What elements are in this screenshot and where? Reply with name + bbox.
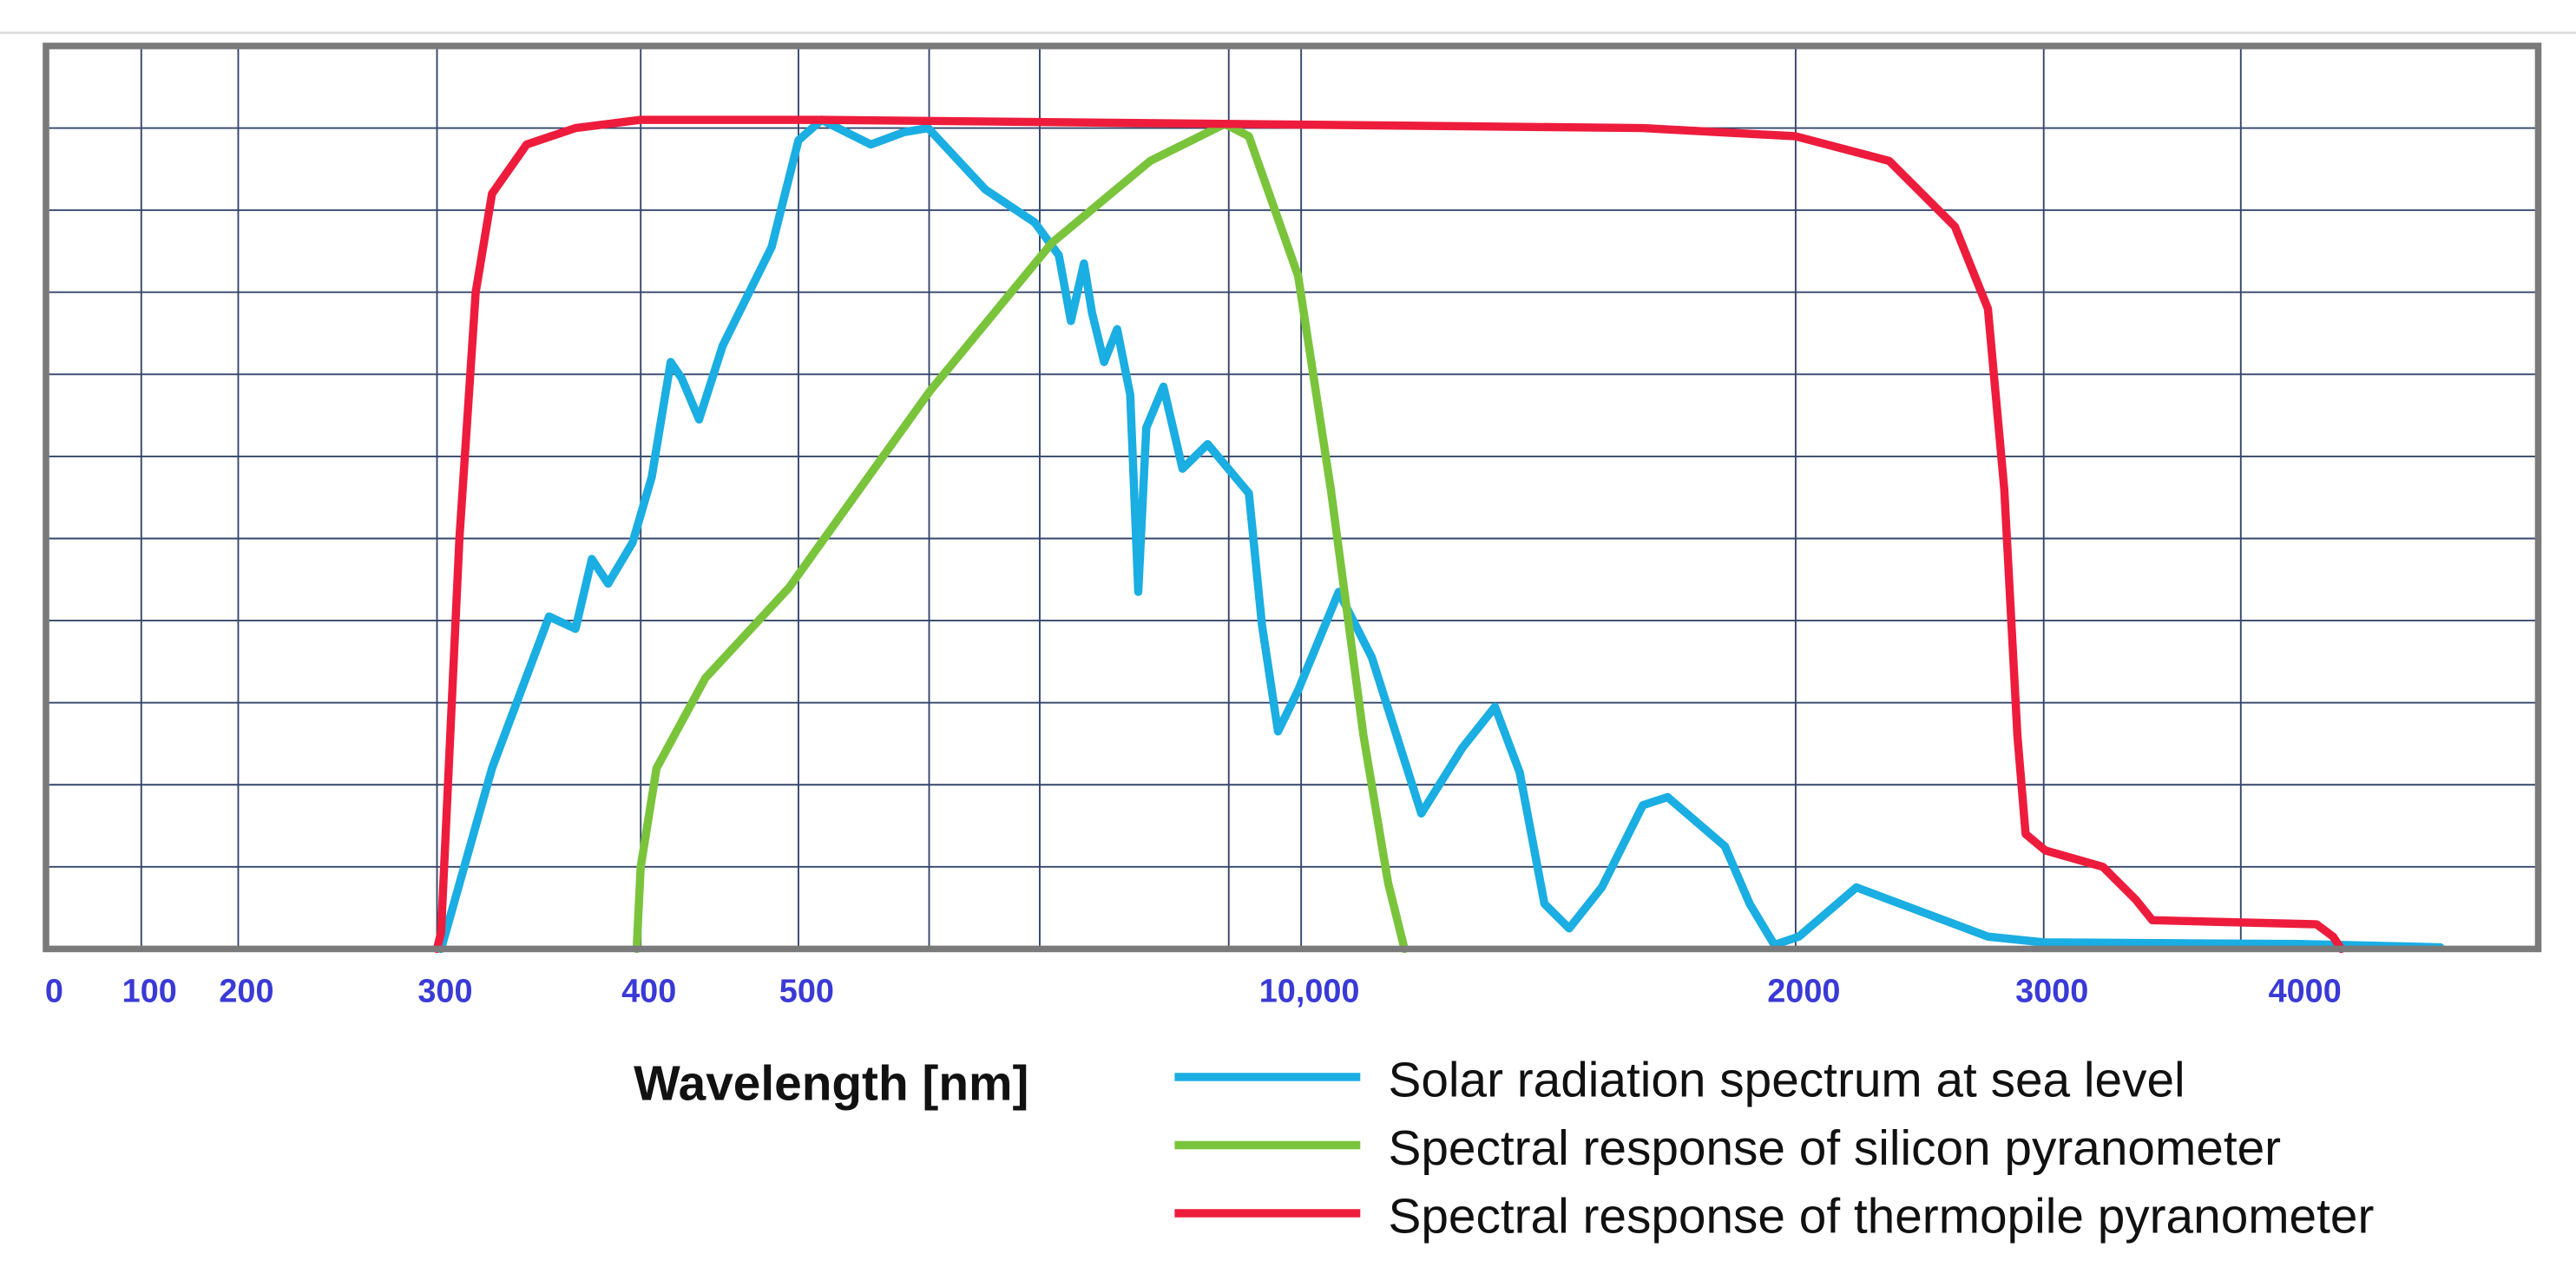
x-tick-label: 400 bbox=[621, 974, 676, 1010]
x-tick-label: 3000 bbox=[2015, 974, 2088, 1010]
legend-label: Spectral response of silicon pyranometer bbox=[1388, 1121, 2281, 1176]
series-line bbox=[632, 120, 1409, 954]
legend-label: Solar radiation spectrum at sea level bbox=[1388, 1054, 2185, 1108]
x-tick-label: 100 bbox=[122, 974, 177, 1010]
x-axis-title: Wavelength [nm] bbox=[634, 1056, 1028, 1111]
x-tick-label: 2000 bbox=[1767, 974, 1840, 1010]
plot-border bbox=[43, 43, 2542, 953]
x-tick-label: 4000 bbox=[2269, 974, 2342, 1010]
series-line bbox=[437, 115, 2445, 954]
legend-label: Spectral response of thermopile pyranome… bbox=[1388, 1190, 2374, 1244]
x-tick-label: 200 bbox=[219, 974, 273, 1010]
x-tick-label: 0 bbox=[45, 974, 63, 1010]
series-line bbox=[432, 115, 2346, 954]
x-tick-label: 10,000 bbox=[1259, 974, 1360, 1010]
x-tick-label: 300 bbox=[417, 974, 472, 1010]
x-tick-label: 500 bbox=[779, 974, 834, 1010]
